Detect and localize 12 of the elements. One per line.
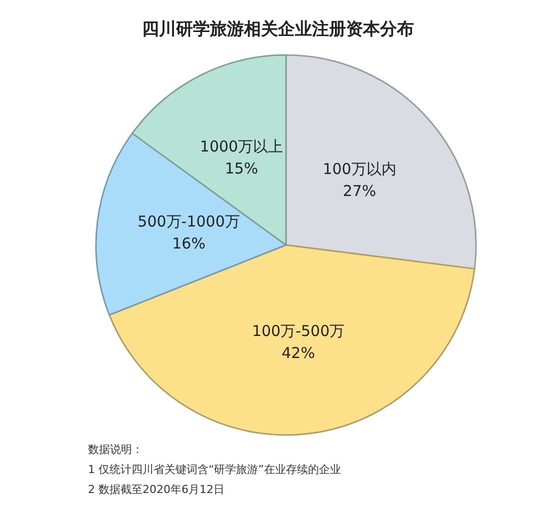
text: 2 数据截至2020年6月12日 xyxy=(88,483,224,496)
data-label: 27% xyxy=(342,182,376,200)
slice-label: 100万以内 xyxy=(322,160,396,178)
data-label: 42% xyxy=(282,344,315,362)
chart-title: 四川研学旅游相关企业注册资本分布 xyxy=(142,20,414,40)
text: 1 仅统计四川省关键词含“研学旅游”在业存续的企业 xyxy=(88,463,341,476)
data-label: 16% xyxy=(172,234,206,253)
slice-label: 1000万以上 xyxy=(200,138,284,156)
slice-label: 500万-1000万 xyxy=(138,212,240,231)
slice-label: 100万-500万 xyxy=(252,322,345,340)
data-label: 15% xyxy=(224,160,258,178)
text: 数据说明： xyxy=(88,443,143,456)
